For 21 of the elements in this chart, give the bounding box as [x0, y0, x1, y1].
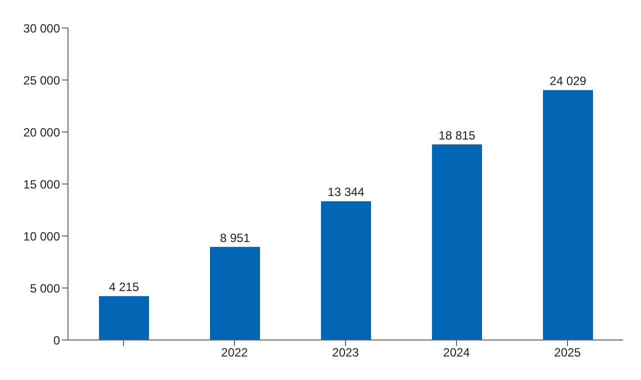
y-tick-label: 20 000	[23, 125, 60, 140]
x-tick-label: 2025	[554, 346, 582, 360]
y-tick-label: 5 000	[30, 281, 60, 296]
data-label: 13 344	[328, 185, 365, 200]
y-tick-label: 25 000	[23, 73, 60, 88]
bar	[210, 246, 260, 340]
bar	[321, 201, 371, 340]
x-tick-label: 2023	[332, 346, 360, 360]
x-tick-label: 2024	[443, 346, 470, 360]
data-label: 18 815	[438, 128, 476, 142]
bar	[432, 144, 482, 340]
data-label: 4 215	[108, 280, 140, 294]
y-tick-label: 0	[53, 333, 60, 348]
y-tick-label: 15 000	[23, 177, 60, 192]
bar	[99, 296, 149, 340]
bar	[543, 90, 593, 340]
y-tick-label: 10 000	[23, 229, 60, 244]
data-label: 24 029	[550, 74, 587, 88]
data-label: 8 951	[220, 230, 250, 245]
x-tick-label: 2022	[221, 346, 248, 360]
y-tick-label: 30 000	[23, 21, 60, 36]
